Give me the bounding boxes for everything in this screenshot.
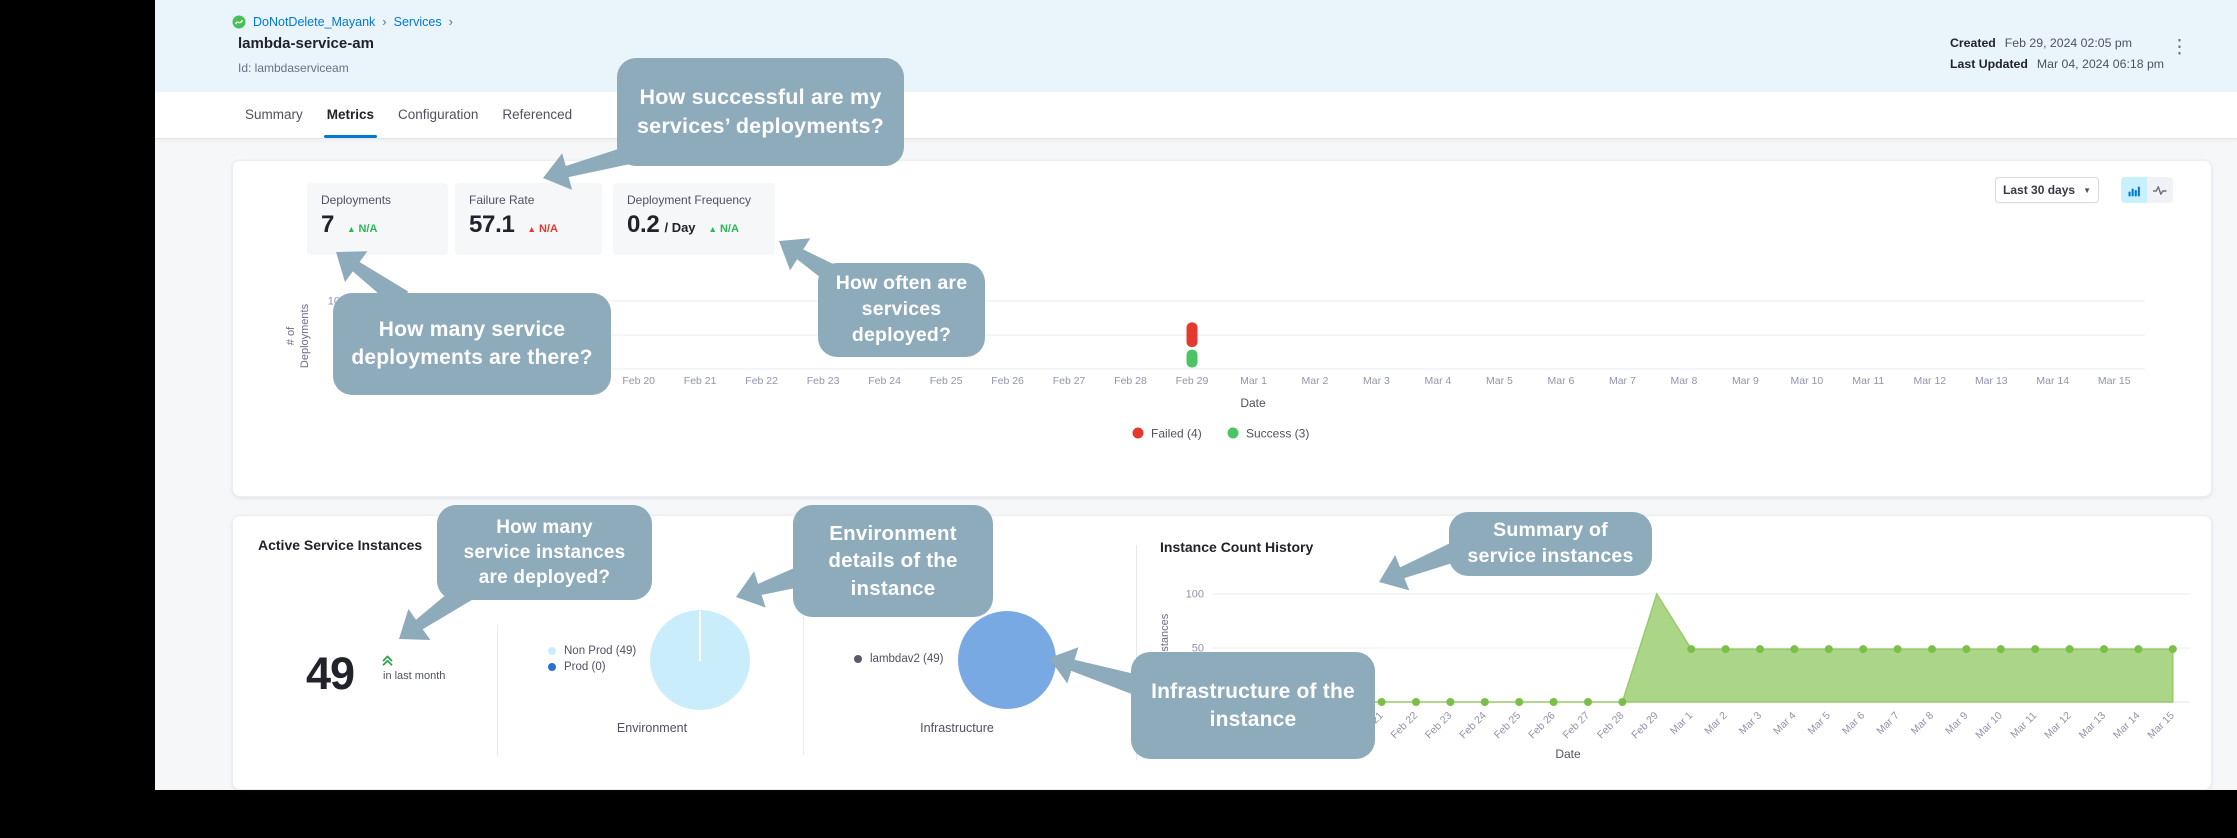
pie-slice-divider — [699, 611, 701, 661]
caret-down-icon: ▼ — [2083, 185, 2091, 195]
metric-tile-deployments: Deployments 7 ▲ N/A — [307, 183, 448, 255]
callout-bubble-6: Summary of service instances — [1449, 512, 1652, 576]
metric-label: Deployment Frequency — [627, 193, 752, 207]
tab-bar — [155, 92, 2237, 139]
last-updated-row: Last Updated Mar 04, 2024 06:18 pm — [1950, 57, 2164, 71]
metric-trend: N/A — [719, 223, 739, 235]
created-value: Feb 29, 2024 02:05 pm — [2004, 36, 2132, 50]
metric-suffix: / Day — [664, 220, 696, 235]
legend-dot — [548, 663, 556, 671]
metric-label: Failure Rate — [469, 193, 535, 207]
line-chart-toggle[interactable] — [2147, 177, 2173, 203]
metric-value: 7 — [321, 211, 335, 238]
chevron-right-icon: › — [448, 14, 453, 29]
more-options-icon[interactable]: ⋮ — [2170, 37, 2189, 58]
service-icon — [232, 15, 246, 28]
metric-value: 57.1 — [469, 211, 515, 238]
callout-text: Summary of — [1493, 519, 1608, 542]
page-header — [155, 0, 2237, 92]
last-updated-label: Last Updated — [1950, 57, 2028, 71]
double-chevron-up-icon — [382, 655, 393, 666]
infrastructure-pie-chart[interactable] — [958, 611, 1056, 709]
legend-label: Prod (0) — [564, 661, 606, 673]
callout-text: service instances — [463, 541, 626, 563]
time-range-value: Last 30 days — [2003, 183, 2076, 197]
tab-summary[interactable]: Summary — [245, 107, 303, 122]
tabs: Summary Metrics Configuration Referenced — [245, 92, 572, 138]
callout-text: details of the — [828, 549, 958, 573]
callout-text: How many service — [378, 318, 566, 342]
callout-text: deployments are there? — [351, 346, 593, 369]
time-range-dropdown[interactable]: Last 30 days ▼ — [1995, 177, 2099, 203]
instance-count-caption: in last month — [383, 670, 446, 682]
metric-tile-deployment-frequency: Deployment Frequency 0.2 / Day ▲ N/A — [613, 183, 775, 255]
callout-bubble-5: Environment details of the instance — [793, 505, 993, 617]
created-row: Created Feb 29, 2024 02:05 pm — [1950, 36, 2132, 50]
divider — [803, 600, 804, 755]
environment-pie-chart[interactable] — [650, 610, 750, 710]
legend-item-prod[interactable]: Prod (0) — [548, 661, 636, 673]
legend-label: lambdav2 (49) — [870, 653, 944, 665]
created-label: Created — [1950, 36, 1996, 50]
environment-label: Environment — [616, 721, 688, 735]
legend-item-lambdav2[interactable]: lambdav2 (49) — [854, 653, 944, 665]
callout-text: Infrastructure of the — [1151, 679, 1355, 703]
service-id: Id: lambdaserviceam — [238, 61, 349, 75]
breadcrumb-project-link[interactable]: DoNotDelete_Mayank — [253, 14, 376, 29]
metric-label: Deployments — [321, 193, 392, 207]
active-instances-title: Active Service Instances — [258, 537, 423, 553]
last-updated-value: Mar 04, 2024 06:18 pm — [2036, 57, 2165, 71]
callout-bubble-1: How successful are my services’ deploymen… — [617, 58, 904, 166]
callout-text: services — [861, 298, 942, 321]
callout-text: How successful are my — [639, 85, 882, 110]
legend-item-non-prod[interactable]: Non Prod (49) — [548, 645, 636, 657]
metric-trend: N/A — [358, 223, 378, 235]
infrastructure-legend: lambdav2 (49) — [854, 653, 944, 665]
divider — [497, 625, 498, 755]
callout-bubble-7: Infrastructure of the instance — [1131, 652, 1375, 759]
tab-referenced[interactable]: Referenced — [502, 107, 573, 122]
page-title: lambda-service-am — [238, 35, 374, 52]
line-chart-icon — [2153, 185, 2167, 195]
breadcrumb: DoNotDelete_Mayank › Services › — [232, 14, 453, 29]
trend-up-icon: ▲ — [708, 224, 717, 234]
legend-label: Non Prod (49) — [564, 645, 637, 657]
callout-text: How many — [496, 516, 593, 538]
instance-count: 49 — [306, 648, 355, 699]
metric-tile-failure-rate: Failure Rate 57.1 ▲ N/A — [455, 183, 602, 255]
callout-bubble-3: How often are services deployed? — [818, 263, 985, 357]
callout-text: service instances — [1467, 545, 1634, 567]
environment-legend: Non Prod (49) Prod (0) — [548, 645, 636, 673]
metric-tiles: Deployments 7 ▲ N/A Failure Rate 57.1 ▲ N/A Depl… — [307, 183, 775, 255]
callout-bubble-2: How many service deployments are there? — [333, 293, 611, 395]
metric-trend: N/A — [538, 223, 558, 235]
callout-text: instance — [1209, 707, 1297, 731]
callout-bubble-4: How many service instances are deployed? — [437, 505, 652, 600]
breadcrumb-services-link[interactable]: Services — [393, 14, 442, 29]
tab-metrics[interactable]: Metrics — [323, 92, 378, 138]
legend-dot — [854, 655, 862, 663]
callout-text: instance — [850, 576, 936, 600]
callout-text: How often are — [835, 272, 968, 295]
callout-text: deployed? — [851, 323, 952, 346]
bar-chart-toggle[interactable] — [2121, 177, 2147, 203]
infrastructure-label: Infrastructure — [920, 721, 994, 735]
chart-type-toggle — [2121, 177, 2173, 203]
trend-up-icon: ▲ — [527, 224, 536, 234]
callout-text: are deployed? — [478, 567, 611, 589]
trend-up-icon: ▲ — [347, 224, 356, 234]
callout-text: Environment — [829, 522, 957, 546]
metric-value: 0.2 — [627, 211, 660, 238]
legend-dot — [548, 647, 556, 655]
instance-history-title: Instance Count History — [1160, 539, 1314, 555]
chevron-right-icon: › — [382, 14, 387, 29]
callout-text: services’ deployments? — [637, 114, 884, 138]
bar-chart-icon — [2128, 186, 2140, 196]
tab-configuration[interactable]: Configuration — [398, 107, 479, 122]
